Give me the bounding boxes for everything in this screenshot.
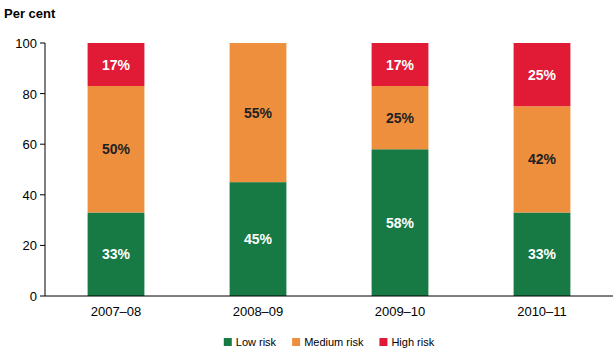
x-tick-label: 2007–08: [91, 304, 142, 319]
legend: Low risk Medium risk High risk: [224, 336, 435, 348]
data-label: 58%: [386, 215, 415, 231]
data-label: 33%: [528, 246, 557, 262]
y-tick: [40, 296, 45, 297]
y-tick: [40, 93, 45, 94]
data-label: 25%: [528, 67, 557, 83]
x-axis-line: [45, 296, 613, 297]
legend-swatch: [224, 338, 232, 346]
data-label: 45%: [244, 231, 273, 247]
x-tick-label: 2009–10: [375, 304, 426, 319]
legend-swatch: [292, 338, 300, 346]
data-label: 17%: [102, 57, 131, 73]
y-tick: [40, 43, 45, 44]
legend-label: High risk: [391, 336, 434, 348]
y-tick-label: 80: [23, 87, 37, 102]
data-label: 42%: [528, 151, 557, 167]
bar-segment: [372, 86, 429, 149]
y-tick-label: 20: [23, 238, 37, 253]
y-tick-label: 40: [23, 188, 37, 203]
y-tick-label: 0: [30, 289, 37, 304]
y-tick: [40, 144, 45, 145]
bar-segment: [372, 43, 429, 86]
bar-segment: [514, 106, 571, 212]
y-axis-line: [45, 43, 46, 296]
data-label: 50%: [102, 141, 131, 157]
y-tick-label: 100: [15, 36, 37, 51]
x-tick-label: 2008–09: [233, 304, 284, 319]
chart-container: 33% 50% 17% 45% 55% 58% 25% 17% 33% 42% 25% 0 20 40 60…: [0, 0, 616, 359]
bar-segment: [88, 86, 145, 213]
bar-segment: [230, 182, 287, 296]
bars: [88, 43, 571, 296]
y-tick-label: 60: [23, 137, 37, 152]
bar-segment: [230, 43, 287, 44]
bar-segment: [514, 43, 571, 106]
bar-segment: [372, 149, 429, 296]
legend-label: Medium risk: [304, 336, 364, 348]
legend-label: Low risk: [236, 336, 277, 348]
data-label: 33%: [102, 246, 131, 262]
bar-segment: [88, 43, 145, 86]
bar-segment: [514, 213, 571, 296]
y-axis-label: Per cent: [4, 6, 56, 21]
data-label: 25%: [386, 110, 415, 126]
y-tick: [40, 194, 45, 195]
bar-segment: [88, 213, 145, 296]
data-label: 55%: [244, 105, 273, 121]
x-tick-label: 2010–11: [517, 304, 567, 319]
bar-segment: [230, 43, 287, 182]
data-label: 17%: [386, 57, 415, 73]
y-tick: [40, 245, 45, 246]
chart-svg: 33% 50% 17% 45% 55% 58% 25% 17% 33% 42% 25% 0 20 40 60…: [0, 0, 616, 359]
legend-swatch: [379, 338, 387, 346]
